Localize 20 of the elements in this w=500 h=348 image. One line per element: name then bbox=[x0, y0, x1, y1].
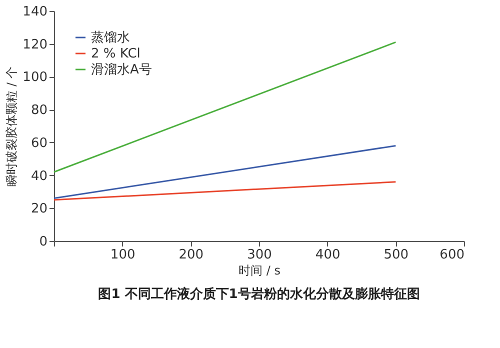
x-axis-title: 时间 / s bbox=[238, 264, 280, 278]
y-tick-label: 60 bbox=[30, 136, 48, 151]
y-tick-label: 120 bbox=[22, 37, 48, 52]
y-tick-label: 80 bbox=[30, 103, 48, 118]
x-tick-label: 500 bbox=[384, 248, 409, 262]
y-tick-label: 140 bbox=[22, 4, 48, 20]
x-tick-label: 300 bbox=[247, 248, 272, 262]
x-tick-label: 400 bbox=[315, 248, 340, 262]
x-tick-label: 200 bbox=[178, 248, 204, 262]
x-tick-label: 600 bbox=[440, 248, 464, 262]
y-tick-label: 40 bbox=[30, 168, 48, 184]
legend-label: 2 % KCl bbox=[91, 46, 140, 62]
y-tick-label: 0 bbox=[39, 234, 48, 250]
text: 图1 不同工作液介质下1号岩粉的水化分散及膨胀特征图 bbox=[98, 286, 420, 302]
y-tick-label: 100 bbox=[22, 70, 48, 86]
legend-label: 蒸馏水 bbox=[91, 30, 130, 46]
x-tick-label: 100 bbox=[110, 248, 136, 262]
y-tick-label: 20 bbox=[30, 202, 48, 217]
legend-label: 滑溜水A号 bbox=[91, 62, 152, 78]
y-axis-title: 瞬时破裂胶体颗粒 / 个 bbox=[4, 66, 19, 186]
